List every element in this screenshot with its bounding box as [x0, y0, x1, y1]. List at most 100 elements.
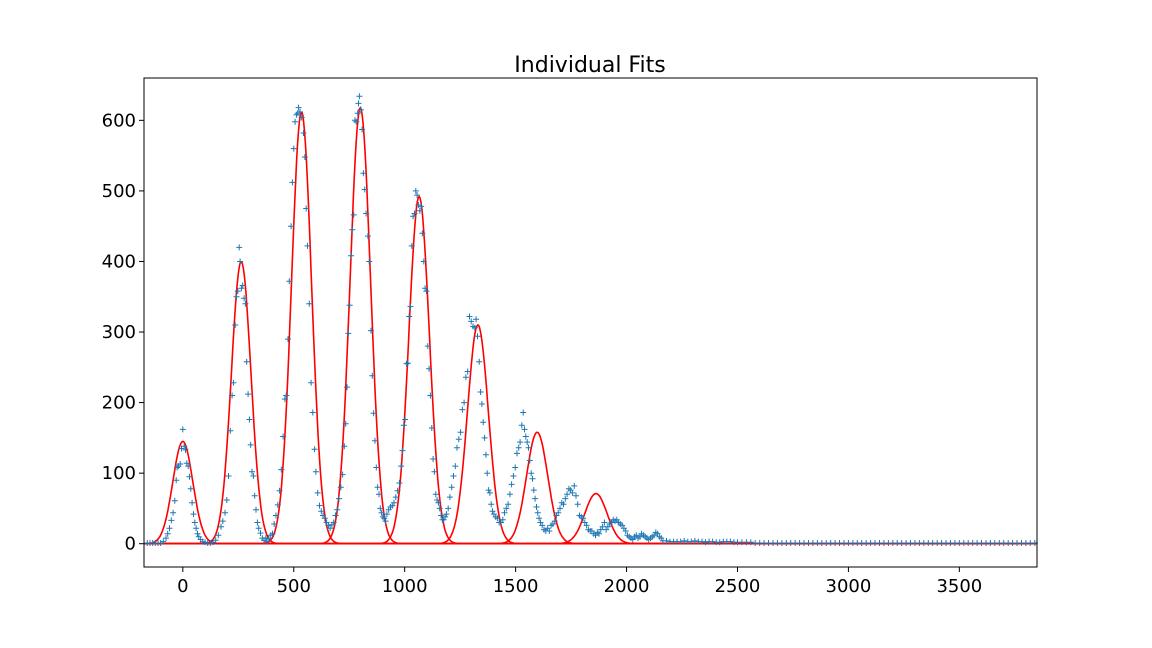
- data-point: [477, 389, 484, 395]
- data-point: [480, 419, 487, 426]
- data-point: [164, 530, 171, 537]
- y-tick-label: 300: [102, 322, 136, 343]
- data-point: [688, 538, 695, 545]
- data-point: [727, 538, 734, 545]
- data-point: [489, 508, 496, 515]
- data-point: [239, 282, 246, 289]
- data-point: [555, 509, 562, 516]
- data-point: [330, 519, 337, 526]
- data-point: [476, 358, 483, 365]
- x-tick-label: 0: [177, 576, 188, 597]
- data-point: [236, 244, 243, 251]
- data-point: [420, 258, 427, 265]
- data-point: [398, 463, 405, 470]
- data-point: [407, 303, 414, 310]
- data-point: [187, 485, 194, 492]
- data-point: [352, 117, 358, 124]
- data-point: [254, 519, 261, 526]
- data-point: [168, 517, 175, 524]
- data-point: [702, 539, 709, 546]
- data-point: [482, 451, 489, 458]
- data-point: [356, 93, 363, 100]
- data-point: [422, 285, 429, 292]
- fit-curves: [143, 106, 1037, 545]
- data-point: [372, 437, 378, 444]
- data-point: [344, 384, 350, 391]
- data-point: [403, 360, 410, 367]
- data-point: [564, 491, 571, 498]
- data-point: [508, 481, 515, 488]
- data-point: [530, 487, 537, 494]
- data-point: [747, 539, 754, 546]
- data-point: [462, 374, 469, 381]
- data-point: [238, 285, 245, 292]
- data-point: [289, 179, 296, 186]
- data-point: [427, 392, 434, 399]
- data-point: [245, 391, 252, 398]
- data-point: [501, 509, 508, 516]
- data-point: [574, 501, 581, 508]
- data-point: [525, 444, 532, 451]
- data-point: [308, 379, 315, 386]
- data-point: [445, 505, 452, 512]
- data-point: [182, 446, 189, 453]
- data-point: [295, 104, 302, 111]
- data-point: [311, 446, 318, 453]
- data-point: [350, 211, 357, 218]
- data-point: [424, 343, 431, 350]
- data-point: [364, 233, 371, 240]
- data-point: [243, 358, 250, 365]
- data-point: [174, 464, 181, 471]
- data-point: [233, 293, 240, 300]
- data-point: [170, 509, 177, 516]
- data-point: [292, 118, 299, 125]
- data-point: [532, 495, 539, 502]
- data-point: [241, 295, 248, 302]
- data-point: [517, 439, 524, 446]
- data-point: [379, 513, 386, 520]
- data-point: [526, 457, 533, 464]
- data-point: [173, 477, 180, 484]
- data-point: [406, 313, 413, 320]
- data-point: [443, 511, 450, 518]
- data-point: [533, 504, 540, 510]
- data-point: [332, 512, 339, 519]
- data-point: [312, 468, 319, 475]
- data-point: [468, 318, 475, 325]
- data-point: [391, 499, 397, 506]
- data-point: [285, 336, 291, 343]
- data-point: [539, 522, 546, 529]
- data-point: [378, 509, 385, 516]
- data-point: [481, 434, 488, 441]
- data-point: [699, 538, 705, 545]
- data-point: [383, 511, 390, 518]
- data-point: [346, 302, 353, 309]
- data-point: [363, 210, 370, 217]
- data-point: [583, 522, 590, 529]
- data-point: [410, 213, 417, 220]
- data-point: [440, 516, 447, 523]
- data-point: [459, 406, 466, 413]
- data-point: [596, 530, 602, 537]
- data-point: [163, 535, 169, 542]
- data-point: [303, 205, 310, 212]
- data-point: [357, 106, 364, 113]
- y-tick-label: 500: [102, 181, 136, 202]
- data-point: [301, 154, 308, 160]
- data-point: [434, 497, 441, 503]
- data-point: [227, 427, 234, 434]
- data-point: [394, 487, 401, 494]
- data-point: [473, 316, 480, 323]
- data-point: [186, 473, 193, 480]
- data-point: [381, 515, 388, 522]
- data-point: [515, 444, 522, 451]
- data-point: [297, 108, 303, 115]
- x-tick-label: 3500: [936, 576, 982, 597]
- data-point: [359, 126, 366, 133]
- data-point: [452, 463, 459, 470]
- data-point: [514, 450, 520, 457]
- data-point: [318, 508, 325, 515]
- data-point: [681, 537, 688, 544]
